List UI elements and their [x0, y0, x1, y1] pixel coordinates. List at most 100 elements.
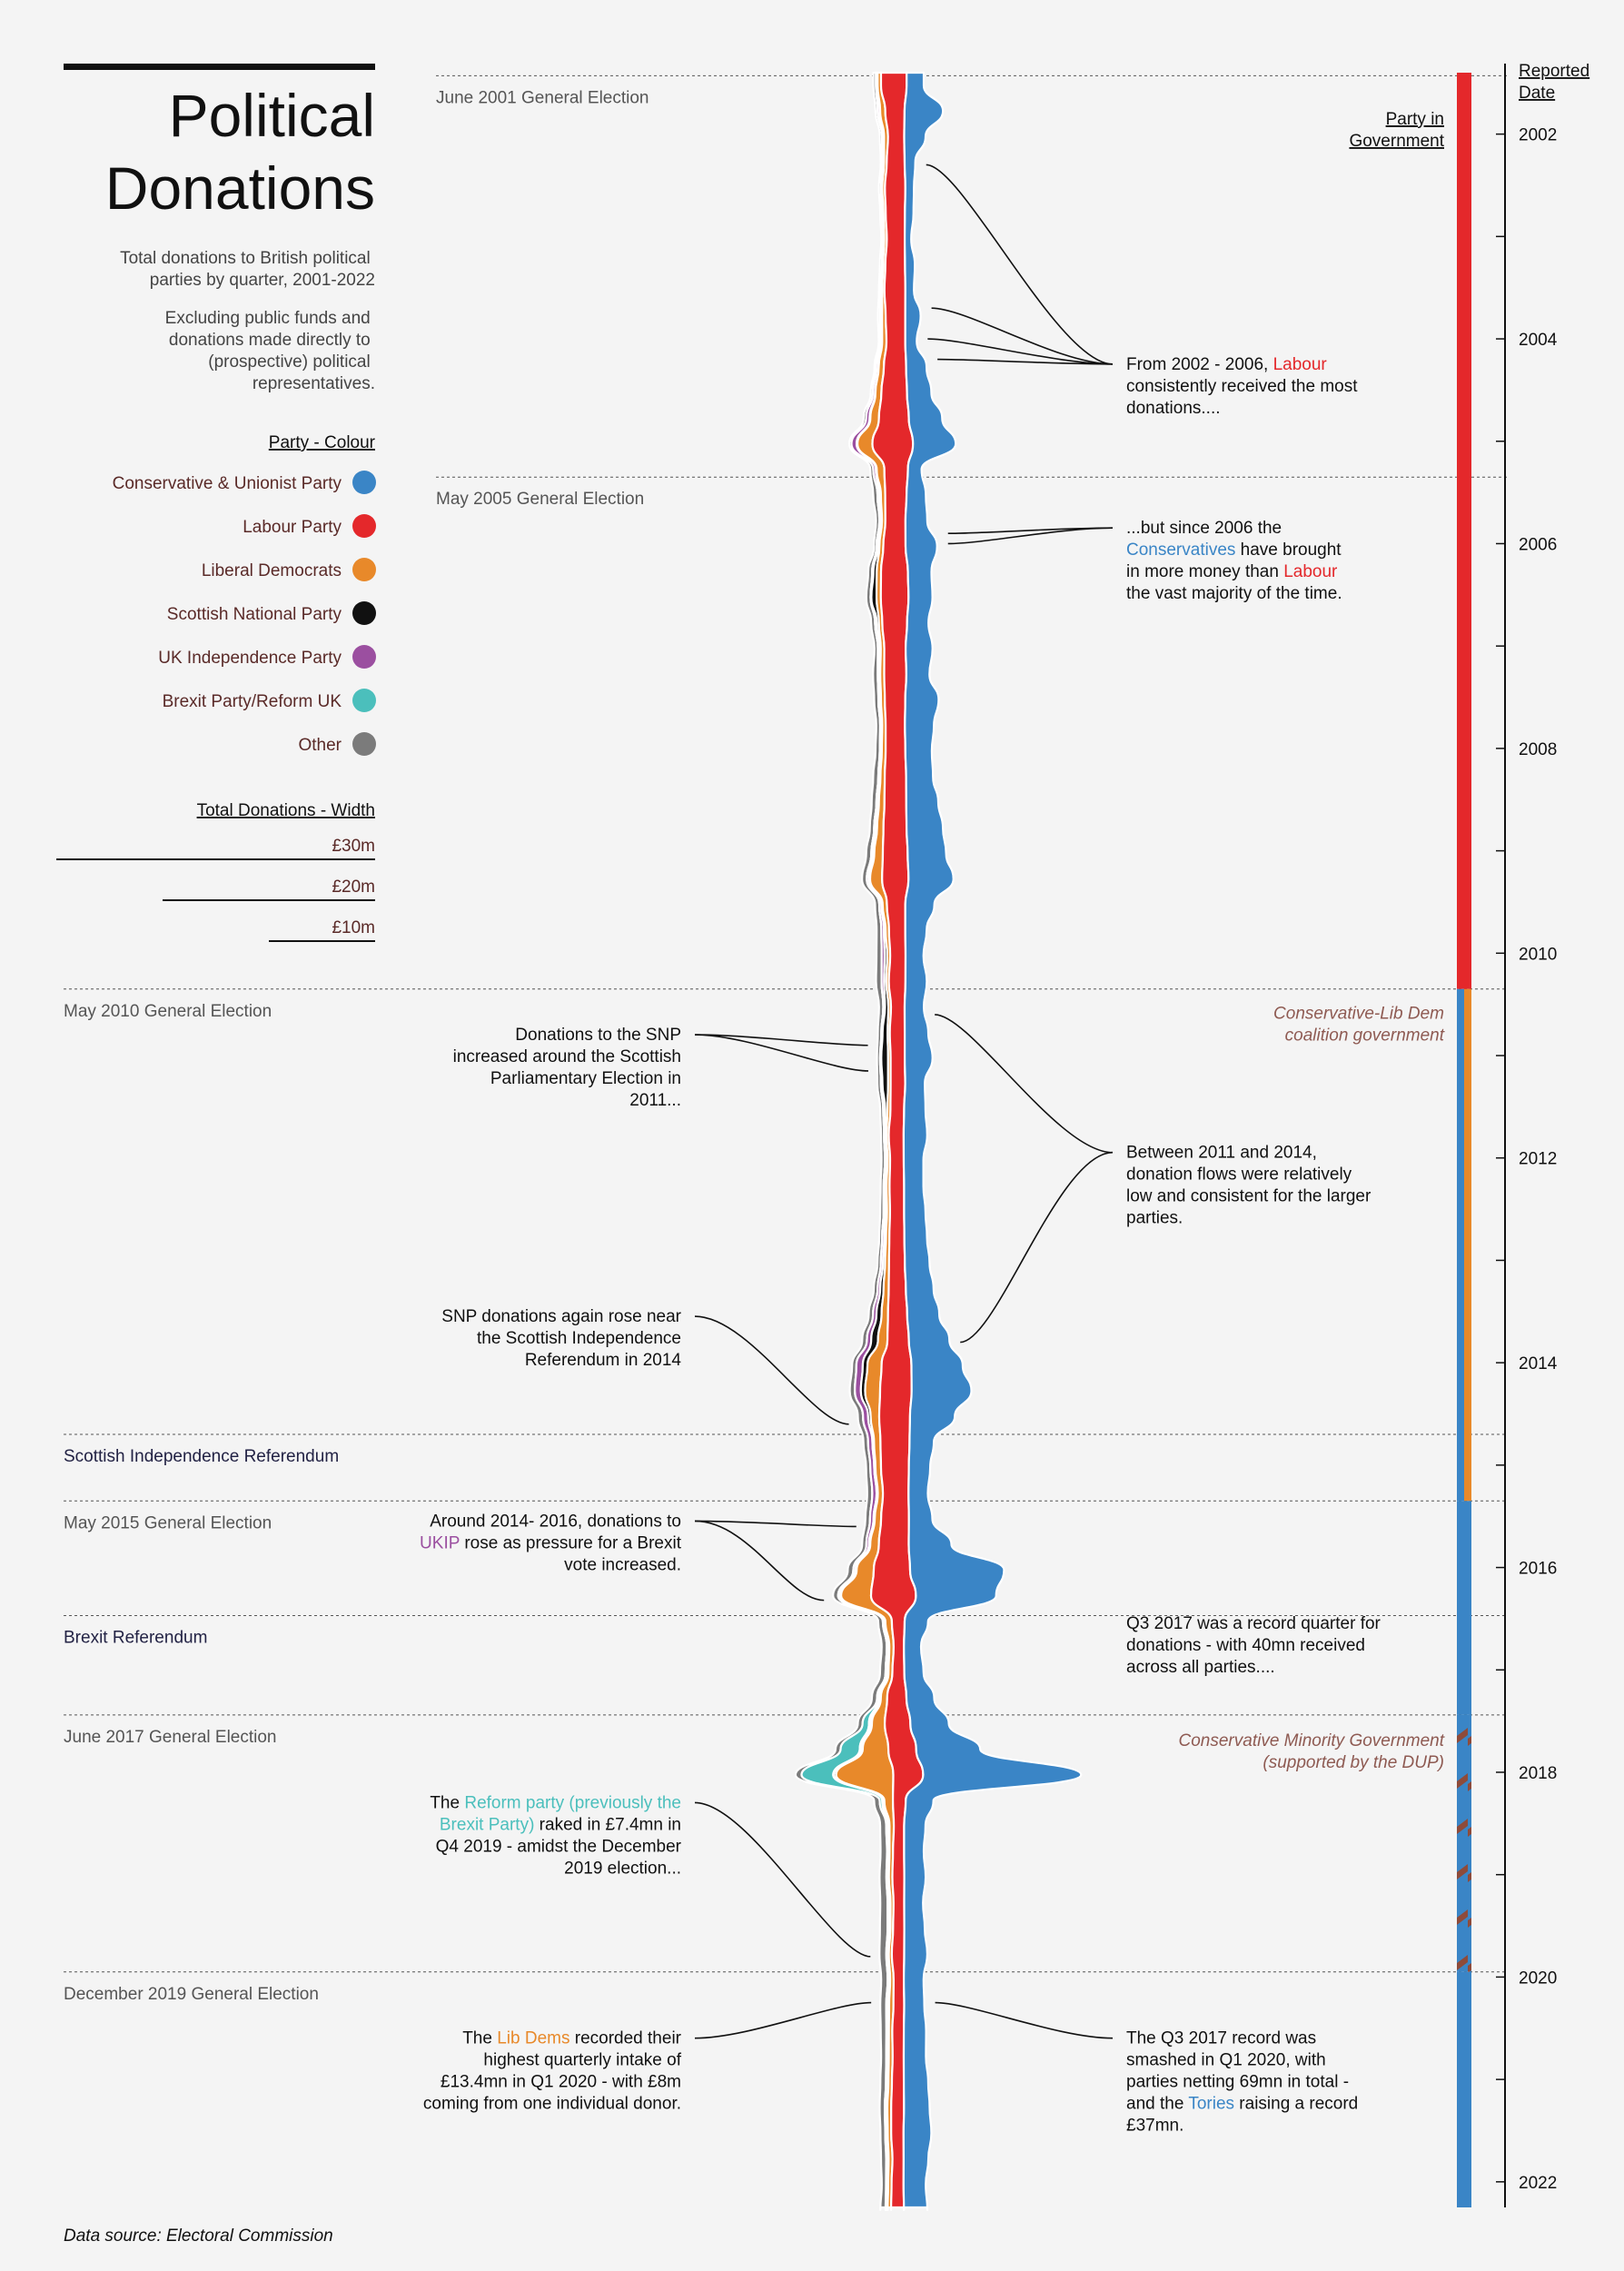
annotation-segment: Q3 2017 was a record quarter for: [1126, 1614, 1381, 1633]
axis-tick-label: 2002: [1519, 126, 1557, 145]
annotation-segment: UKIP: [420, 1533, 460, 1552]
annotation-text: SNP donations again rose near the Scottis…: [441, 1307, 681, 1370]
annotation-text: Donations to the SNP increased around the…: [453, 1026, 681, 1110]
note-line-4: representatives.: [253, 374, 375, 393]
legend-swatch: [352, 471, 376, 494]
party-legend: Party - Colour Conservative & Unionist P…: [113, 433, 376, 756]
annotation-segment: donation flows were relatively: [1126, 1165, 1352, 1185]
annotation-leader: [694, 1520, 857, 1528]
annotation-segment: consistently received the most: [1126, 377, 1358, 396]
axis-tick-label: 2012: [1519, 1150, 1557, 1169]
annotation-segment: smashed in Q1 2020, with: [1126, 2051, 1326, 2070]
government-period: [1457, 1714, 1471, 1972]
annotation-text: Between 2011 and 2014, donation flows wer…: [1126, 1144, 1371, 1228]
axis-tick-label: 2004: [1519, 331, 1558, 350]
annotation-segment: 2019 election...: [564, 1859, 681, 1878]
government-header-line: Government: [1349, 132, 1444, 151]
annotation-segment: parties.: [1126, 1209, 1183, 1228]
axis-tick-label: 2018: [1519, 1764, 1557, 1783]
note-line-1: Excluding public funds and: [165, 309, 371, 328]
date-axis: Reported Date 2002 2004 2006 2008 2010 2012 2014…: [1496, 62, 1589, 2207]
axis-tick-label: 2014: [1519, 1354, 1558, 1374]
legend-label: Conservative & Unionist Party: [113, 474, 342, 493]
government-label: Conservative-Lib Dem coalition government: [1273, 1005, 1445, 1046]
annotation-leader: [931, 307, 1114, 365]
annotation-segment: donations - with 40mn received: [1126, 1636, 1365, 1655]
axis-header-line: Date: [1519, 84, 1555, 103]
annotation-segment: Between 2011 and 2014,: [1126, 1144, 1317, 1163]
annotation-segment: donations....: [1126, 399, 1221, 418]
legend-swatch: [352, 689, 376, 712]
annotation-segment: in more money than: [1126, 562, 1283, 581]
annotation-segment: highest quarterly intake of: [483, 2051, 681, 2070]
government-label-line: (supported by the DUP): [1263, 1753, 1444, 1772]
annotation-segment: the vast majority of the time.: [1126, 584, 1342, 603]
annotation-leader: [694, 1315, 849, 1425]
legend-label: Brexit Party/Reform UK: [163, 692, 342, 711]
annotation-segment: low and consistent for the larger: [1126, 1187, 1371, 1206]
event-label: December 2019 General Election: [64, 1985, 319, 2004]
legend-label: UK Independence Party: [158, 649, 342, 668]
government-header-line: Party in: [1386, 110, 1444, 129]
axis-tick-label: 2006: [1519, 535, 1557, 554]
event-label: May 2015 General Election: [64, 1513, 272, 1532]
government-label: Conservative Minority Government (support…: [1179, 1731, 1445, 1772]
annotation-text: The Q3 2017 record was smashed in Q1 2020…: [1126, 2029, 1358, 2136]
annotation-segment: increased around the Scottish: [453, 1047, 681, 1066]
annotation-segment: SNP donations again rose near: [441, 1307, 681, 1326]
annotation-segment: Conservatives: [1126, 540, 1235, 560]
annotation-segment: The Q3 2017 record was: [1126, 2029, 1316, 2048]
legend-swatch: [352, 645, 376, 669]
annotation-segment: have brought: [1235, 540, 1342, 560]
event-label: Brexit Referendum: [64, 1629, 207, 1648]
annotation-segment: Around 2014- 2016, donations to: [430, 1512, 681, 1531]
width-legend: Total Donations - Width £30m £20m £10m: [56, 801, 375, 942]
subtitle: Total donations to British political par…: [120, 249, 375, 290]
annotation-segment: ...but since 2006 the: [1126, 519, 1282, 538]
legend-label: Labour Party: [243, 518, 342, 537]
title-rule: [64, 64, 375, 70]
annotation-segment: Lib Dems: [497, 2029, 569, 2048]
axis-tick-label: 2022: [1519, 2174, 1557, 2193]
legend-heading: Party - Colour: [269, 433, 376, 452]
legend-label: Liberal Democrats: [202, 561, 342, 580]
legend-swatch: [352, 514, 376, 538]
event-label: June 2001 General Election: [436, 88, 649, 107]
legend-swatch: [352, 558, 376, 581]
government-period: [1457, 1501, 1471, 1715]
width-legend-label: £20m: [332, 878, 375, 897]
note: Excluding public funds and donations mad…: [165, 309, 375, 393]
event-label: May 2005 General Election: [436, 490, 644, 509]
annotation-leader: [694, 1520, 825, 1602]
annotation-leader: [935, 2001, 1114, 2039]
annotation-segment: Reform party (previously the: [464, 1793, 681, 1812]
axis-tick-label: 2020: [1519, 1969, 1557, 1988]
annotation-segment: £37mn.: [1126, 2117, 1183, 2136]
annotation-segment: raked in £7.4mn in: [534, 1815, 681, 1834]
annotation-segment: raising a record: [1234, 2095, 1358, 2114]
axis-tick-label: 2010: [1519, 945, 1557, 964]
annotations: From 2002 - 2006, Labour consistently rec…: [420, 164, 1381, 2136]
government-label-line: coalition government: [1285, 1026, 1445, 1046]
event-label: Scottish Independence Referendum: [64, 1447, 339, 1466]
annotation-segment: 2011...: [629, 1091, 681, 1110]
government-bar: Party in Government Conservative-Lib Dem co…: [1179, 73, 1471, 2207]
subtitle-line-1: Total donations to British political: [120, 249, 371, 268]
government-label-line: Conservative-Lib Dem: [1273, 1005, 1444, 1024]
width-legend-label: £10m: [332, 918, 375, 937]
annotation-segment: rose as pressure for a Brexit: [460, 1533, 682, 1552]
annotation-leader: [694, 2001, 872, 2039]
annotation-segment: Parliamentary Election in: [490, 1069, 681, 1088]
axis-tick-label: 2008: [1519, 740, 1557, 759]
page-title-line-1: Political: [169, 82, 375, 149]
legend-label: Other: [298, 736, 342, 755]
event-label: May 2010 General Election: [64, 1002, 272, 1021]
subtitle-line-2: parties by quarter, 2001-2022: [150, 271, 375, 290]
axis-header-line: Reported: [1519, 62, 1589, 81]
government-period: [1457, 73, 1471, 989]
annotation-leader: [694, 1034, 868, 1046]
event-label: June 2017 General Election: [64, 1728, 277, 1747]
annotation-leader: [937, 358, 1114, 365]
annotation-segment: across all parties....: [1126, 1658, 1275, 1677]
